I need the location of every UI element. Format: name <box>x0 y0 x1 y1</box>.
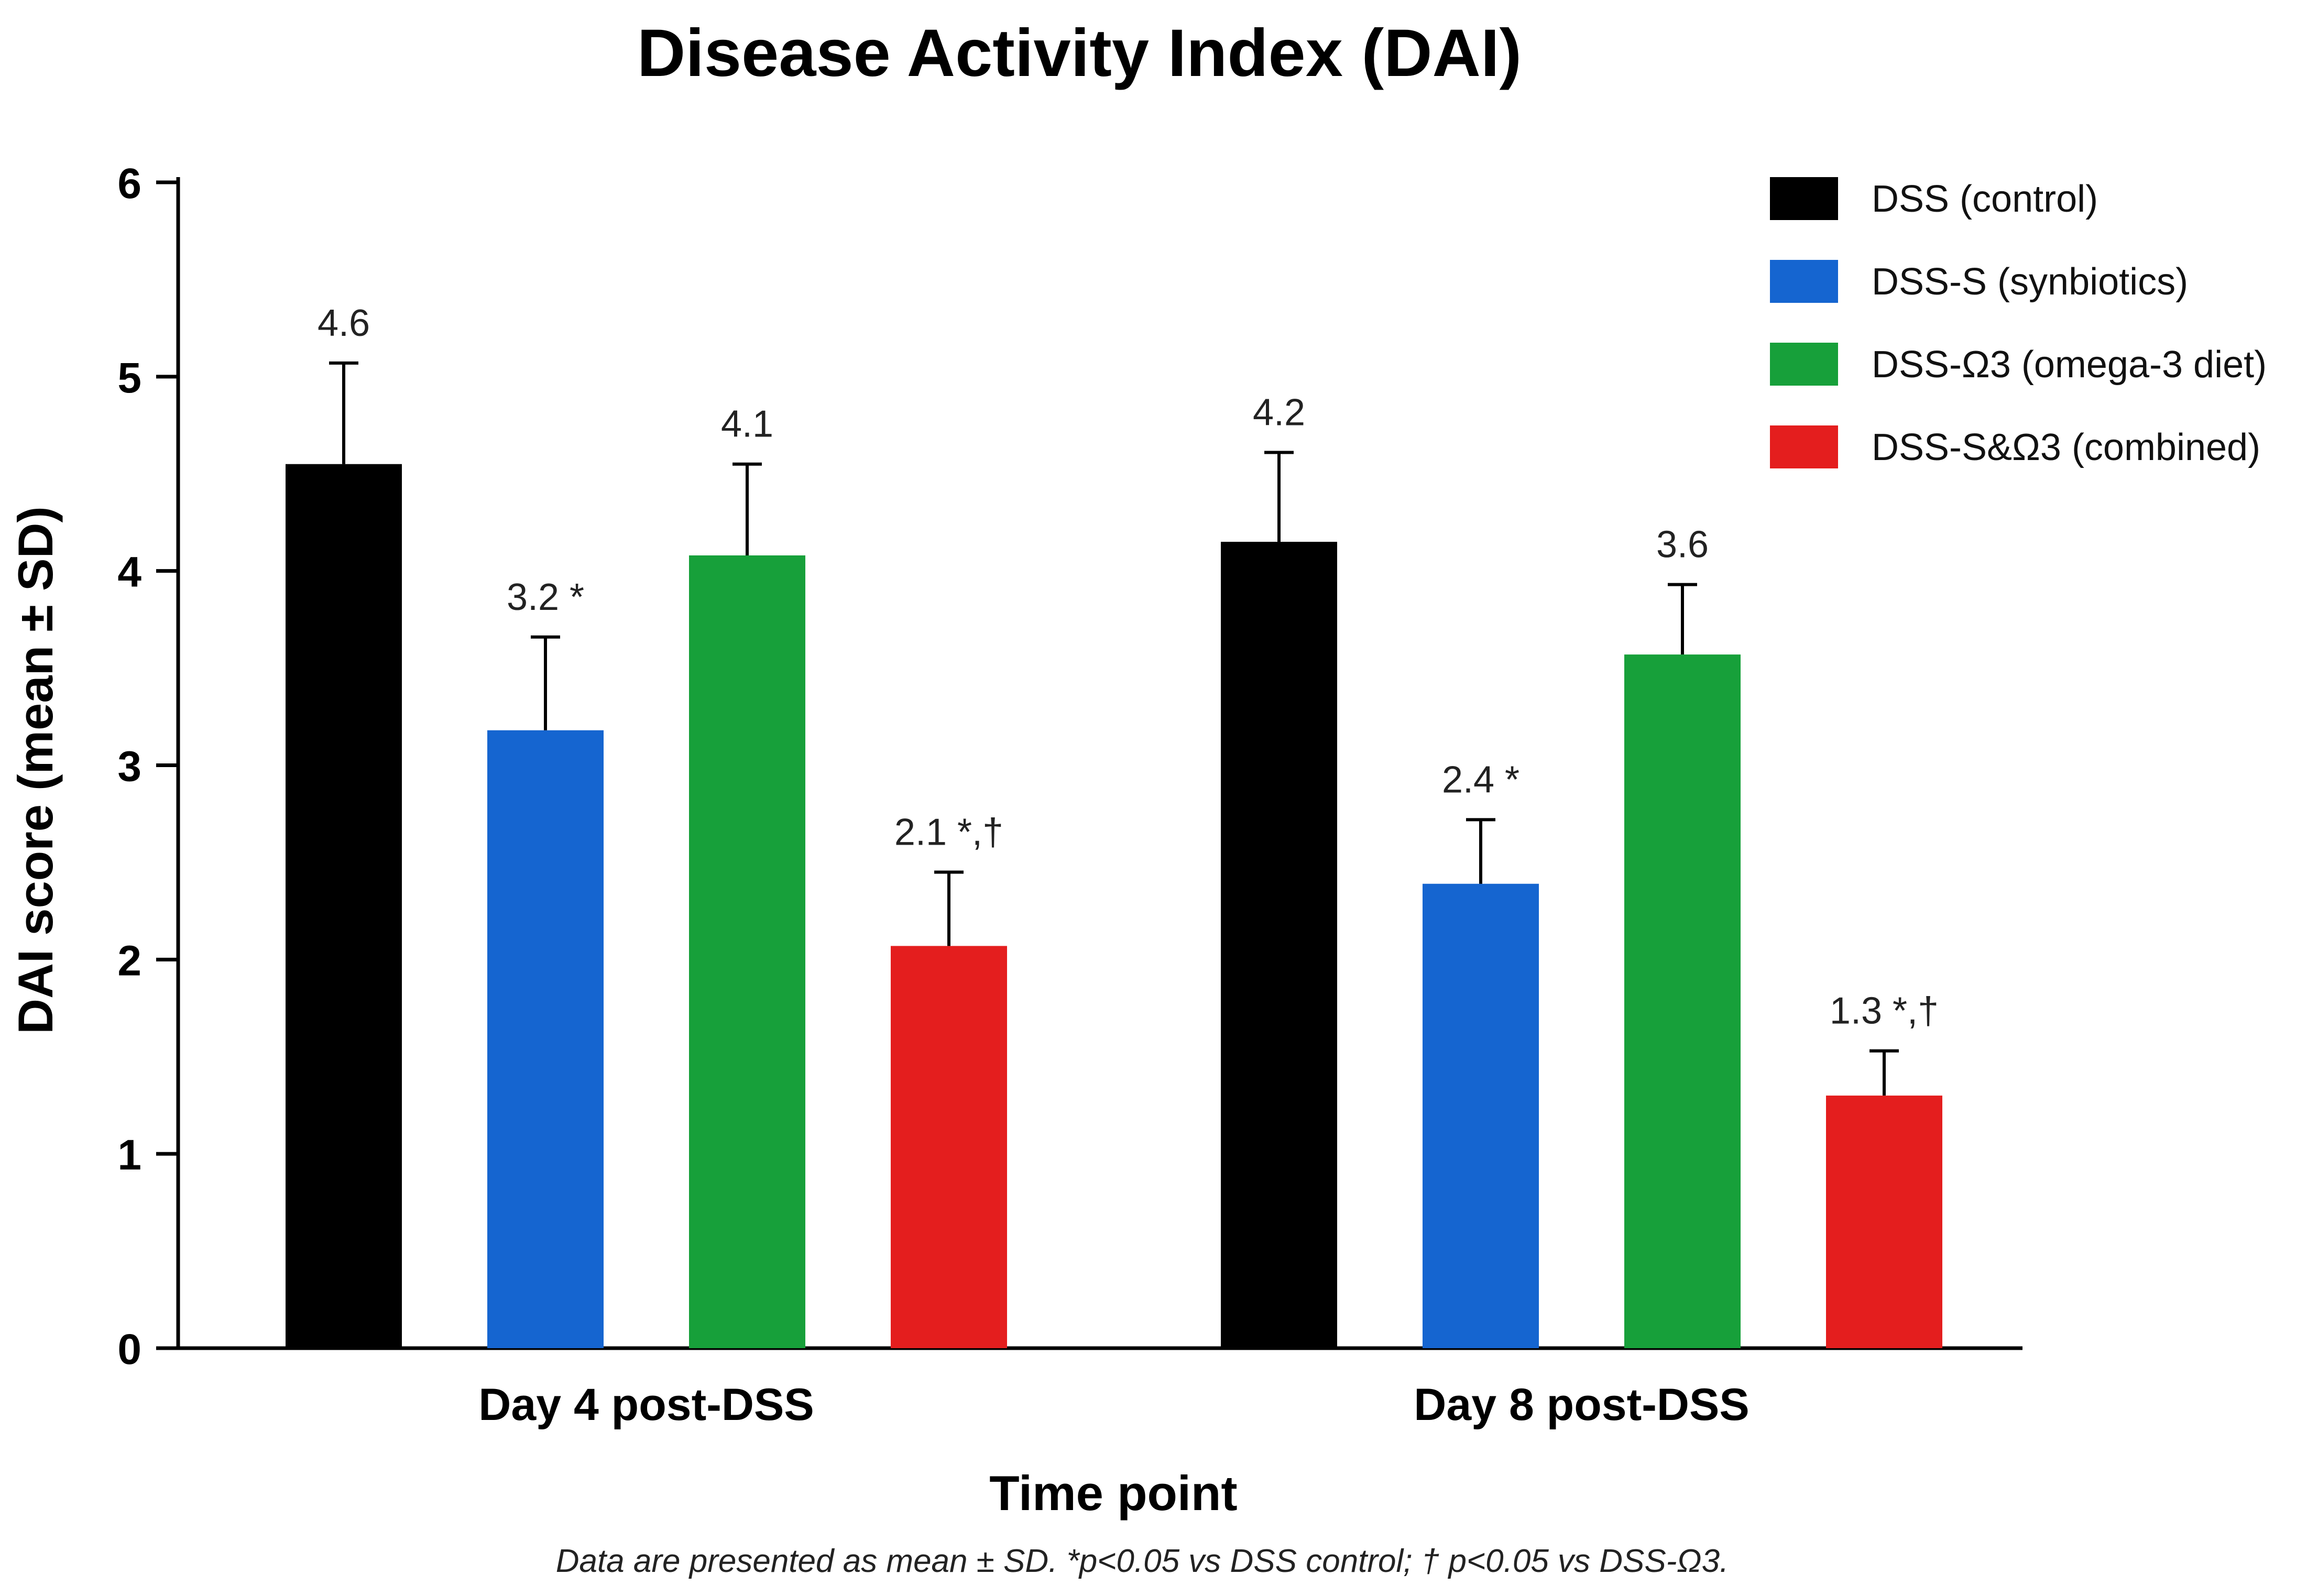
legend-label: DSS-Ω3 (omega-3 diet) <box>1872 344 2267 386</box>
bar <box>1221 542 1337 1348</box>
data-label: 2.1 *,† <box>894 811 1003 853</box>
legend: DSS (control) DSS-S (synbiotics) DSS-Ω3 (o… <box>1770 177 2267 468</box>
data-label: 4.1 <box>721 403 773 445</box>
data-label: 3.6 <box>1656 524 1709 566</box>
data-label: 3.2 * <box>507 576 584 618</box>
y-tick-label: 2 <box>117 937 141 985</box>
bar <box>286 464 402 1349</box>
plot-area: 0 1 2 3 4 5 6 4.6 3.2 * 4.1 2.1 *,† Day 4 post-DSS 4… <box>117 160 2022 1430</box>
legend-swatch <box>1770 425 1838 468</box>
data-label: 4.2 <box>1253 391 1305 433</box>
bar <box>487 730 604 1348</box>
chart-title: Disease Activity Index (DAI) <box>637 16 1522 91</box>
legend-label: DSS-S (synbiotics) <box>1872 261 2188 303</box>
y-tick-label: 4 <box>117 549 141 596</box>
data-label: 4.6 <box>318 302 370 344</box>
bar <box>1624 654 1741 1348</box>
x-tick-label: Day 8 post-DSS <box>1414 1380 1749 1430</box>
bar <box>1423 883 1539 1348</box>
y-tick-label: 1 <box>117 1131 141 1179</box>
y-axis-title: DAI score (mean ± SD) <box>8 506 63 1034</box>
data-label: 1.3 *,† <box>1830 990 1939 1032</box>
bar <box>689 555 805 1348</box>
legend-label: DSS (control) <box>1872 178 2098 220</box>
legend-swatch <box>1770 343 1838 386</box>
y-tick-label: 6 <box>117 160 141 207</box>
data-label: 2.4 * <box>1442 759 1519 801</box>
legend-swatch <box>1770 260 1838 303</box>
y-tick-label: 3 <box>117 743 141 791</box>
legend-swatch <box>1770 177 1838 220</box>
legend-label: DSS-S&Ω3 (combined) <box>1872 427 2260 468</box>
y-tick-label: 5 <box>117 354 141 402</box>
bar <box>1826 1095 1942 1348</box>
x-tick-label: Day 4 post-DSS <box>478 1380 814 1430</box>
footnote: Data are presented as mean ± SD. *p<0.05… <box>556 1543 1729 1579</box>
y-tick-label: 0 <box>117 1326 141 1373</box>
x-axis-title: Time point <box>989 1466 1238 1521</box>
bar <box>891 946 1007 1348</box>
